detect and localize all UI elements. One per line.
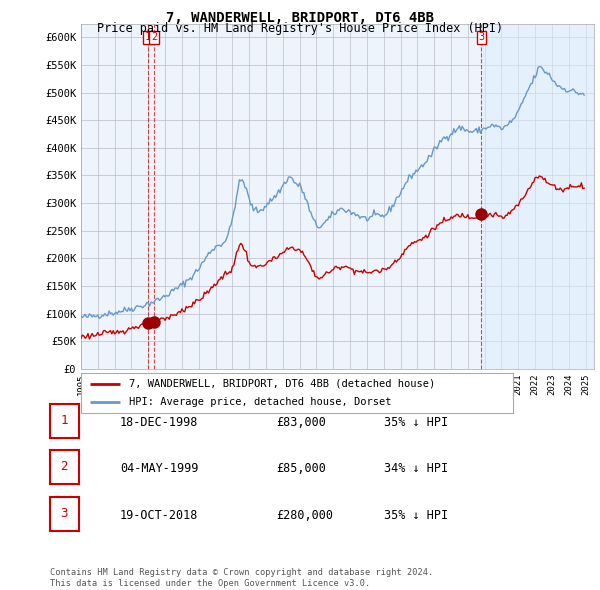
Bar — [481, 24, 594, 369]
Text: 1: 1 — [145, 32, 151, 42]
Text: Contains HM Land Registry data © Crown copyright and database right 2024.
This d: Contains HM Land Registry data © Crown c… — [50, 568, 433, 588]
Text: 2: 2 — [61, 460, 68, 473]
Text: £83,000: £83,000 — [276, 416, 326, 429]
Text: 3: 3 — [478, 32, 484, 42]
Text: 7, WANDERWELL, BRIDPORT, DT6 4BB (detached house): 7, WANDERWELL, BRIDPORT, DT6 4BB (detach… — [128, 379, 435, 389]
Text: HPI: Average price, detached house, Dorset: HPI: Average price, detached house, Dors… — [128, 397, 391, 407]
Text: 34% ↓ HPI: 34% ↓ HPI — [384, 462, 448, 475]
Text: 04-MAY-1999: 04-MAY-1999 — [120, 462, 199, 475]
Text: £85,000: £85,000 — [276, 462, 326, 475]
Text: Price paid vs. HM Land Registry's House Price Index (HPI): Price paid vs. HM Land Registry's House … — [97, 22, 503, 35]
Text: 1: 1 — [61, 414, 68, 427]
Text: £280,000: £280,000 — [276, 509, 333, 522]
Text: 18-DEC-1998: 18-DEC-1998 — [120, 416, 199, 429]
Text: 35% ↓ HPI: 35% ↓ HPI — [384, 509, 448, 522]
Text: 19-OCT-2018: 19-OCT-2018 — [120, 509, 199, 522]
Text: 3: 3 — [61, 507, 68, 520]
Text: 7, WANDERWELL, BRIDPORT, DT6 4BB: 7, WANDERWELL, BRIDPORT, DT6 4BB — [166, 11, 434, 25]
Text: 35% ↓ HPI: 35% ↓ HPI — [384, 416, 448, 429]
Text: 2: 2 — [151, 32, 157, 42]
